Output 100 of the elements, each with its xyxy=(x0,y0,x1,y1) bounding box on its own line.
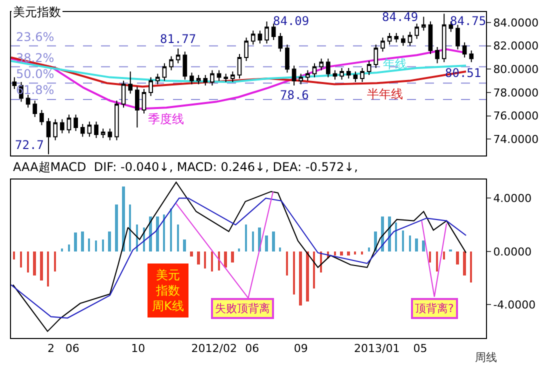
candlestick xyxy=(332,70,338,80)
bar xyxy=(279,248,281,252)
bar xyxy=(81,232,84,252)
bar xyxy=(88,238,90,252)
x-tick-label: 10 xyxy=(131,342,146,356)
line-series xyxy=(11,198,467,319)
bar xyxy=(354,252,356,255)
x-tick-label: 09 xyxy=(294,342,308,356)
annotation: 38.2% xyxy=(16,51,54,65)
candlestick xyxy=(237,53,242,79)
bar xyxy=(197,252,200,265)
annotation: 81.77 xyxy=(160,32,196,46)
annotation: 美元指数周K线 xyxy=(152,268,184,314)
candlestick xyxy=(100,128,106,138)
candlestick xyxy=(285,44,290,74)
candlestick xyxy=(319,58,324,71)
candlestick xyxy=(32,100,38,118)
bar xyxy=(108,232,111,252)
y-tick-label: 0.0000 xyxy=(493,245,532,258)
candlestick xyxy=(250,30,256,46)
candlestick xyxy=(203,74,208,86)
series-label: 年线 xyxy=(383,57,407,71)
series-label: 半年线 xyxy=(367,87,403,101)
candlestick xyxy=(108,128,112,141)
candlestick xyxy=(428,20,433,54)
candlestick xyxy=(135,86,140,128)
bar xyxy=(361,252,363,255)
x-tick-label: 2012/02 xyxy=(191,342,237,356)
annotation: 72.7 xyxy=(15,138,44,152)
candlestick xyxy=(182,51,188,80)
bar xyxy=(170,208,172,252)
x-tick-label: 06 xyxy=(65,342,80,356)
candlestick xyxy=(176,48,180,64)
bar xyxy=(252,232,254,252)
bar xyxy=(340,252,343,256)
bar xyxy=(27,252,29,273)
bar xyxy=(102,240,104,252)
annotation: 顶背离? xyxy=(415,302,454,315)
bar xyxy=(54,252,56,272)
bar xyxy=(211,252,213,272)
bar xyxy=(115,204,118,252)
candlestick xyxy=(169,56,174,71)
bar xyxy=(190,252,193,257)
bar xyxy=(265,236,268,252)
candlestick xyxy=(360,67,364,82)
bar xyxy=(347,252,350,256)
candlestick xyxy=(162,62,167,82)
candlestick xyxy=(155,73,160,85)
y-tick-label: -4.0000 xyxy=(493,298,536,312)
candlestick xyxy=(264,20,269,44)
bar xyxy=(177,224,179,252)
candlestick xyxy=(244,37,248,62)
candlestick xyxy=(60,118,64,134)
candlestick xyxy=(87,121,92,138)
candlestick xyxy=(278,32,283,52)
candlestick xyxy=(40,109,44,126)
chart-title: 美元指数 xyxy=(13,5,61,19)
bar xyxy=(436,252,438,272)
bar xyxy=(470,252,472,283)
bar xyxy=(381,216,384,252)
bar xyxy=(334,252,336,256)
bar xyxy=(313,252,315,289)
candlestick xyxy=(442,13,446,63)
candlestick xyxy=(353,70,358,82)
candlestick xyxy=(128,70,133,94)
chart-title: AAA超MACD DIF: -0.040↓, MACD: 0.246↓, DEA: -0.572↓, xyxy=(13,160,358,174)
bar xyxy=(306,252,309,302)
candlestick xyxy=(414,23,419,40)
candlestick xyxy=(53,118,58,141)
bar xyxy=(443,252,445,260)
candlestick xyxy=(298,73,304,85)
candlestick xyxy=(196,74,201,85)
candlestick xyxy=(224,73,228,82)
bar xyxy=(156,216,159,252)
candlestick xyxy=(401,34,406,46)
candlestick xyxy=(210,70,214,86)
candlestick xyxy=(462,42,467,58)
bar xyxy=(395,222,397,252)
candlestick xyxy=(312,62,317,78)
annotation: 84.09 xyxy=(273,14,310,28)
bar xyxy=(218,252,220,271)
annotation: 23.6% xyxy=(16,30,54,44)
bar xyxy=(388,216,391,252)
bar xyxy=(74,232,77,252)
bar xyxy=(463,252,466,276)
candlestick xyxy=(456,24,460,50)
candlestick xyxy=(387,32,392,46)
candlestick xyxy=(421,16,426,32)
bar xyxy=(183,240,186,252)
candlestick xyxy=(66,114,72,134)
bar xyxy=(204,252,206,269)
candlestick xyxy=(380,37,385,52)
annotation: 50.0% xyxy=(16,67,54,81)
bar xyxy=(163,214,165,252)
bar xyxy=(402,230,404,252)
candlestick xyxy=(435,46,440,64)
candlestick xyxy=(326,58,330,78)
y-tick-label: 76.0000 xyxy=(493,110,539,123)
bar xyxy=(415,238,418,252)
bar xyxy=(129,204,131,252)
